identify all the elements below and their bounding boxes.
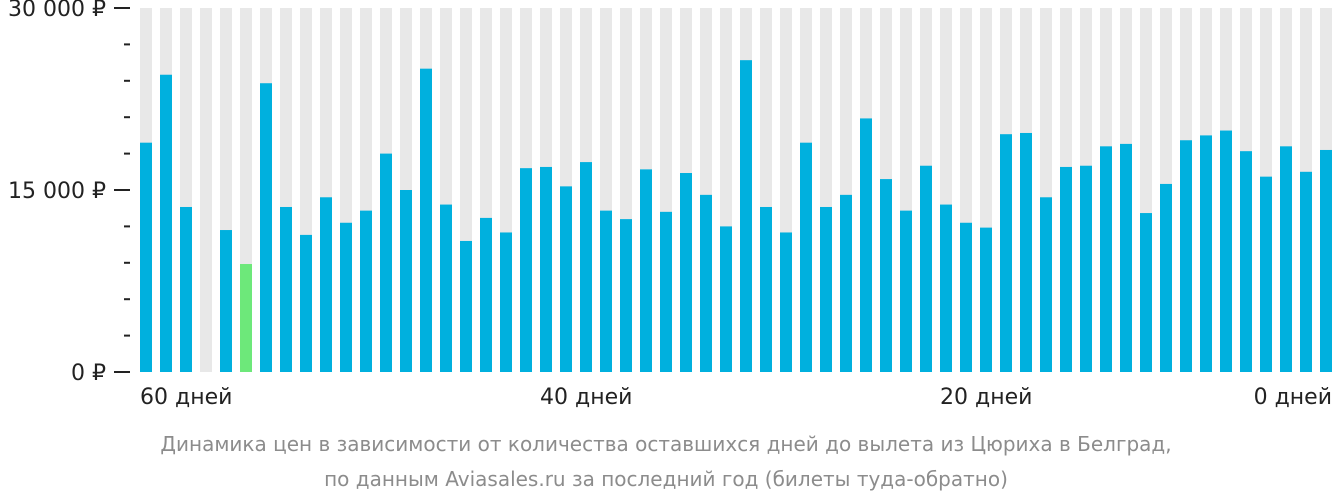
bar — [360, 210, 372, 372]
bar — [1020, 132, 1032, 372]
bar — [160, 74, 172, 372]
x-tick-label: 60 дней — [140, 385, 232, 410]
y-tick-label: 15 000 ₽ — [8, 179, 106, 204]
bar — [460, 240, 472, 372]
bar — [960, 222, 972, 372]
bar-min-price — [240, 264, 252, 372]
background-stripe — [200, 8, 212, 372]
bar — [340, 222, 352, 372]
bar — [1060, 166, 1072, 372]
bar — [1000, 134, 1012, 372]
chart-caption-line2: по данным Aviasales.ru за последний год … — [324, 467, 1008, 491]
chart-caption-line1: Динамика цен в зависимости от количества… — [160, 432, 1172, 456]
bar — [1260, 176, 1272, 372]
bar — [600, 210, 612, 372]
bar — [1320, 149, 1332, 372]
bar — [660, 211, 672, 372]
bar — [180, 206, 192, 372]
bar — [780, 232, 792, 372]
bar — [1300, 171, 1312, 372]
bar — [920, 165, 932, 372]
x-tick-label: 20 дней — [940, 385, 1032, 410]
bar — [380, 153, 392, 372]
bar — [640, 169, 652, 372]
bar — [560, 186, 572, 372]
bar — [800, 142, 812, 372]
bar — [440, 204, 452, 372]
bar — [420, 68, 432, 373]
bar — [480, 217, 492, 372]
bar — [1120, 143, 1132, 372]
bar — [820, 206, 832, 372]
bar — [760, 206, 772, 372]
bar — [720, 226, 732, 372]
x-tick-label: 0 дней — [1254, 385, 1332, 410]
y-tick-label: 30 000 ₽ — [8, 0, 106, 22]
bar — [980, 227, 992, 372]
bar — [1080, 165, 1092, 372]
bar — [1100, 146, 1112, 372]
bar — [1220, 130, 1232, 372]
bar — [280, 206, 292, 372]
bar — [1280, 146, 1292, 372]
bar — [140, 142, 152, 372]
bar — [300, 234, 312, 372]
bar — [740, 60, 752, 372]
bar — [220, 230, 232, 372]
bar — [580, 162, 592, 372]
bar — [1200, 135, 1212, 372]
bar — [1140, 213, 1152, 372]
bar — [260, 83, 272, 372]
bar — [700, 194, 712, 372]
bar — [500, 232, 512, 372]
bar — [400, 190, 412, 372]
bar — [900, 210, 912, 372]
bar — [940, 204, 952, 372]
bar — [1180, 140, 1192, 372]
bar — [680, 173, 692, 372]
x-tick-label: 40 дней — [540, 385, 632, 410]
bar — [840, 194, 852, 372]
bar — [540, 166, 552, 372]
bar — [1040, 197, 1052, 372]
bar — [1160, 183, 1172, 372]
bar — [880, 179, 892, 372]
bar — [1240, 151, 1252, 372]
bar — [320, 197, 332, 372]
bar — [860, 118, 872, 372]
bar — [620, 219, 632, 372]
price-dynamics-chart: 30 000 ₽ 15 000 ₽ 0 ₽ 60 дней 40 дней 20 дней… — [8, 0, 1332, 410]
bar — [520, 168, 532, 372]
y-tick-label: 0 ₽ — [71, 361, 106, 386]
